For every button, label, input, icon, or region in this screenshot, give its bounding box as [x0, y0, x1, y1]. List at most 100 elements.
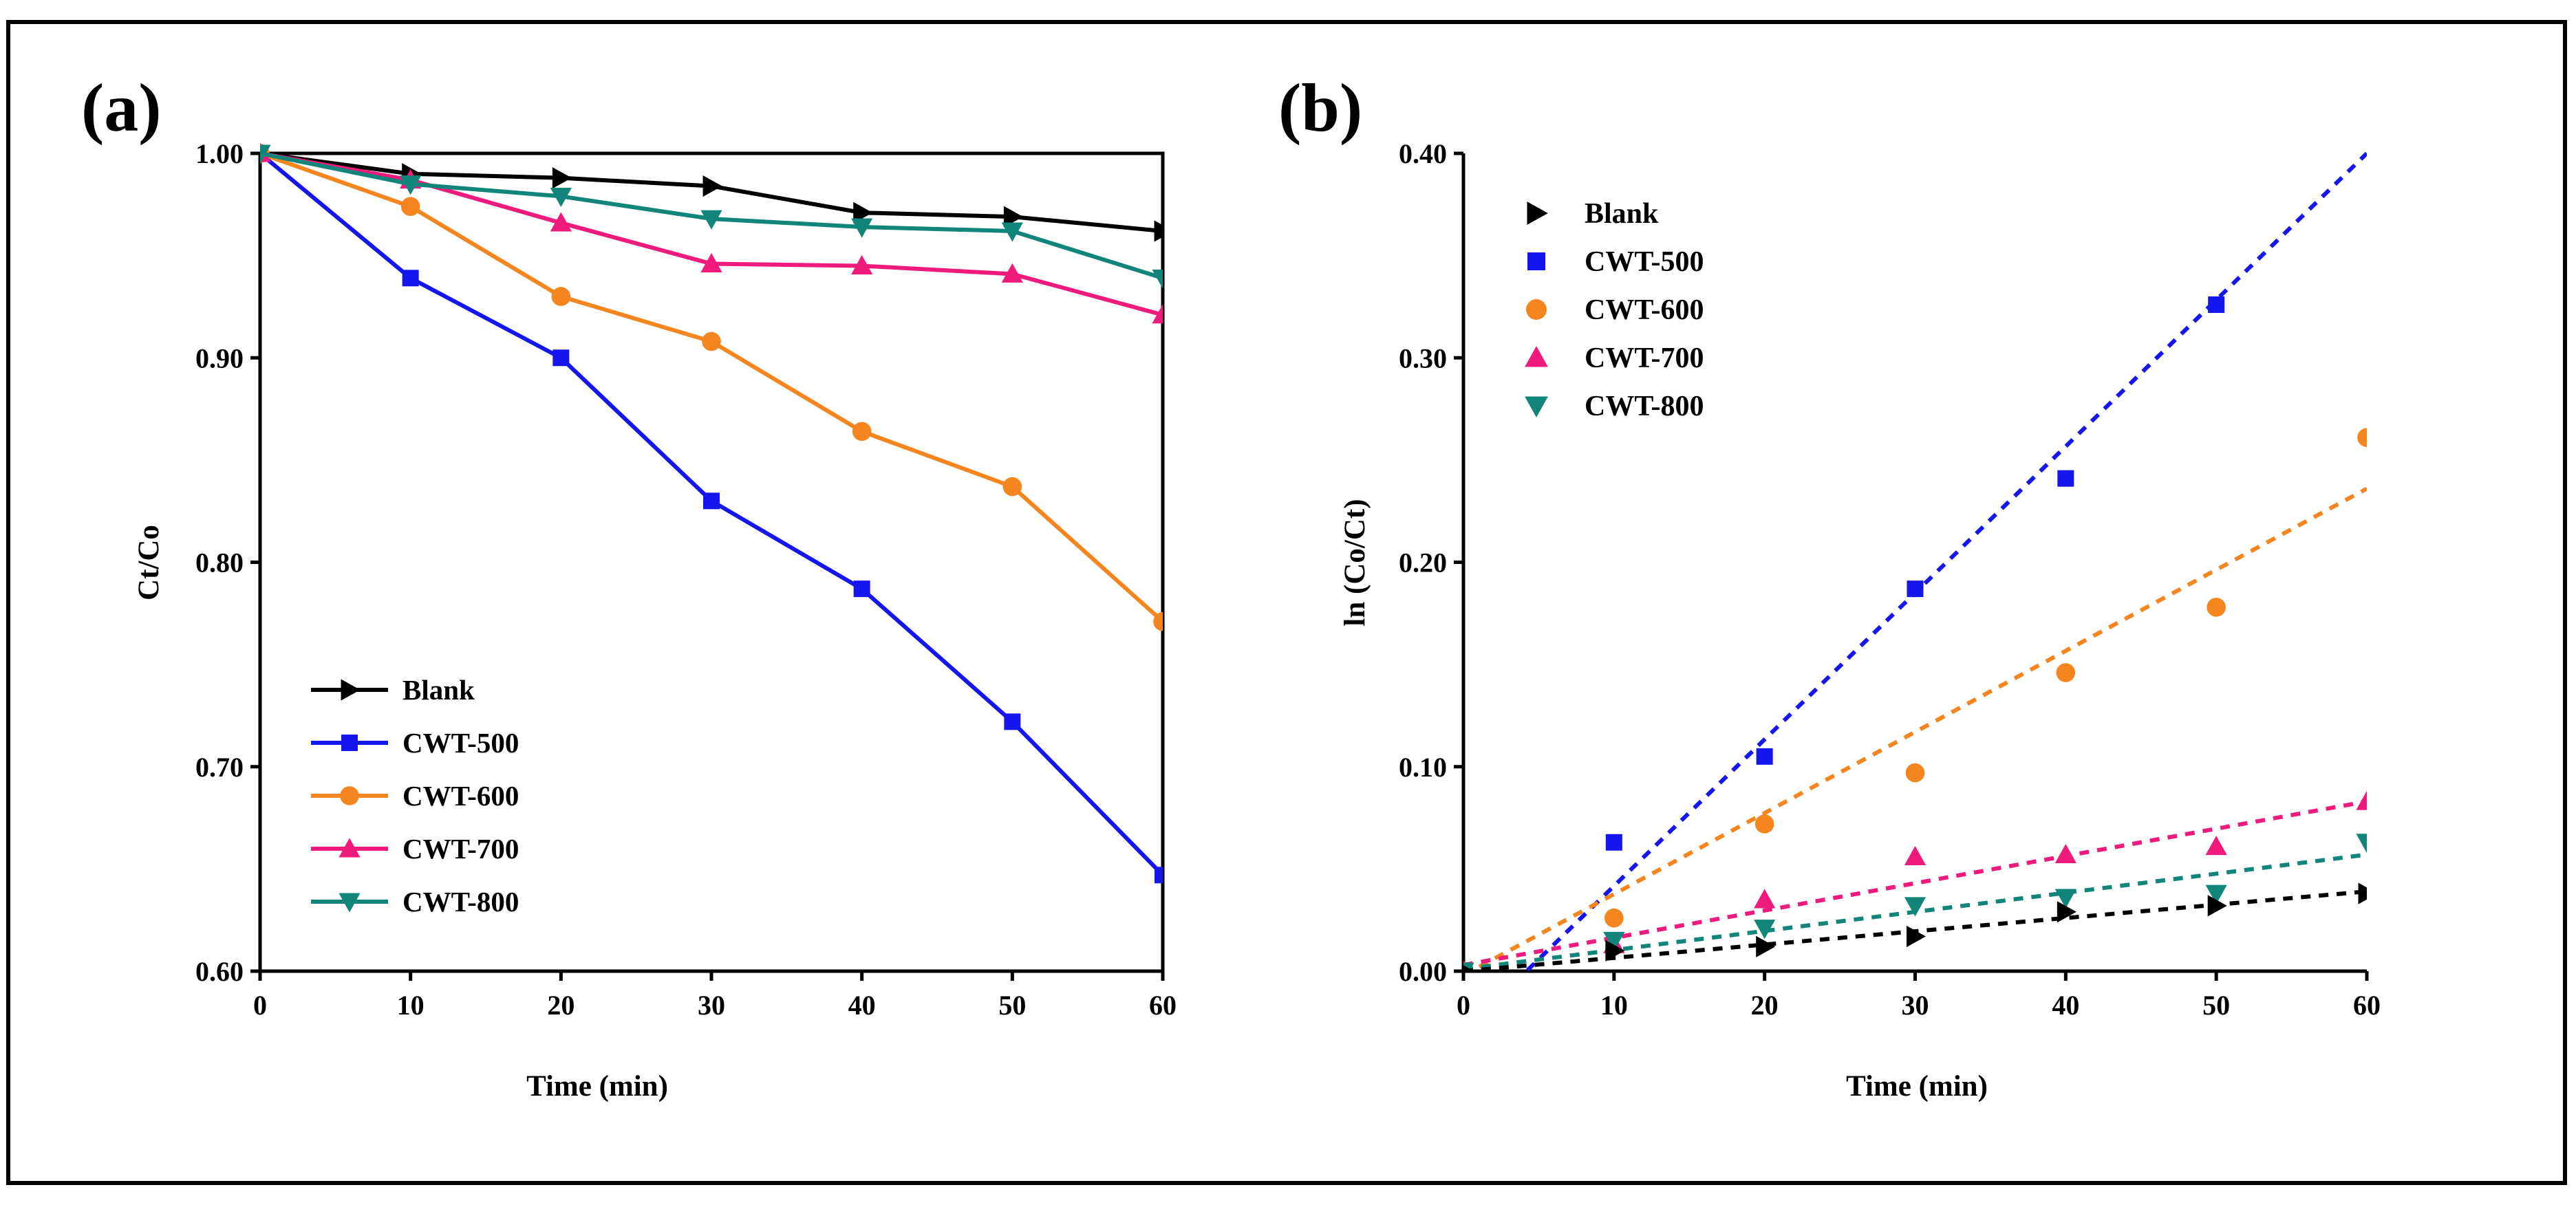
- panel-b-point-cwt-800: [1754, 920, 1776, 940]
- panel-a-legend-label-cwt-600: CWT-600: [402, 780, 519, 812]
- panel-b-point-cwt-700: [2205, 836, 2227, 856]
- panel-a-point-cwt-500: [402, 270, 419, 287]
- panel-a-point-blank: [1154, 220, 1163, 242]
- panel-b-point-cwt-700: [2356, 790, 2367, 810]
- figure-frame: [6, 20, 2567, 1185]
- panel-a-y-tick-label: 0.70: [195, 752, 244, 783]
- panel-b-point-cwt-800: [2205, 884, 2227, 904]
- panel-b-point-blank: [1756, 935, 1776, 957]
- panel-b-point-blank: [1605, 940, 1625, 962]
- panel-a-point-cwt-600: [400, 197, 420, 217]
- panel-a-point-cwt-700: [700, 252, 722, 272]
- panel-b-point-blank: [1463, 965, 1474, 971]
- panel-b-point-cwt-800: [2054, 889, 2076, 909]
- panel-a-point-cwt-700: [1152, 304, 1163, 324]
- panel-b-point-cwt-500: [1907, 580, 1924, 598]
- panel-a-y-axis-title: Ct/Co: [133, 525, 165, 600]
- panel-a-legend-marker-cwt-600: [340, 786, 359, 805]
- panel-a-point-cwt-600: [1002, 477, 1022, 497]
- panel-b-label: (b): [1278, 69, 1362, 146]
- panel-b-y-tick-label: 0.40: [1399, 138, 1447, 169]
- panel-b-y-tick-label: 0.20: [1399, 547, 1447, 578]
- panel-b-point-cwt-700: [1904, 845, 1926, 866]
- panel-a-y-tick-label: 0.80: [195, 547, 244, 578]
- panel-b-point-cwt-500: [1605, 834, 1622, 851]
- panel-b-series-blank: [1463, 882, 2367, 971]
- panel-b-point-cwt-700: [2054, 843, 2076, 864]
- panel-b-legend-marker-blank: [1527, 202, 1548, 225]
- panel-a-point-cwt-500: [1155, 867, 1163, 884]
- panel-b-point-cwt-500: [1756, 748, 1773, 765]
- panel-a-legend: Blank CWT-500 CWT-600 CWT-700 CWT-800: [311, 674, 519, 918]
- panel-a-point-cwt-800: [550, 187, 572, 208]
- panel-b-x-tick-label: 0: [1457, 990, 1470, 1021]
- panel-a-legend-label-cwt-700: CWT-700: [402, 833, 519, 865]
- panel-a-y-tick-label: 1.00: [195, 138, 244, 169]
- panel-b-legend-marker-cwt-700: [1525, 346, 1548, 367]
- panel-b-point-cwt-600: [1905, 763, 1925, 783]
- panel-b-point-cwt-800: [1603, 931, 1625, 952]
- panel-b-x-tick-label: 10: [1600, 990, 1628, 1021]
- panel-b-legend-marker-cwt-800: [1525, 396, 1548, 417]
- panel-a-legend-label-cwt-500: CWT-500: [402, 727, 519, 759]
- panel-b-legend-label-blank: Blank: [1585, 198, 1659, 230]
- panel-a-point-cwt-800: [1001, 222, 1023, 242]
- panel-b-point-blank: [2358, 882, 2367, 904]
- panel-a-point-cwt-500: [703, 492, 720, 510]
- panel-a-point-blank: [552, 167, 572, 189]
- panel-b-point-cwt-600: [2357, 428, 2367, 447]
- panel-b-y-tick-label: 0.30: [1399, 343, 1447, 373]
- panel-a-legend-marker-cwt-800: [339, 893, 361, 913]
- panel-b: (b) Time (min) ln (Co/Ct) 0 10 20 30 40 50 60 0…: [1278, 69, 2381, 1103]
- panel-a-point-cwt-700: [1001, 263, 1023, 283]
- panel-a-point-cwt-800: [851, 218, 873, 238]
- panel-b-point-cwt-700: [1754, 889, 1776, 909]
- panel-b-series-cwt-600: [1463, 428, 2367, 971]
- panel-a-point-cwt-800: [260, 144, 271, 164]
- panel-a-point-cwt-600: [1153, 611, 1163, 631]
- panel-b-point-cwt-600: [2056, 663, 2076, 682]
- panel-a-plot-frame: [258, 151, 1165, 973]
- panel-b-x-tick-label: 50: [2202, 990, 2230, 1021]
- panel-a-label: (a): [81, 69, 162, 146]
- panel-a-point-blank: [853, 202, 873, 224]
- panel-b-y-tick-label: 0.10: [1399, 752, 1447, 783]
- panel-b-point-blank: [2057, 901, 2076, 923]
- panel-b-point-cwt-600: [1604, 908, 1624, 928]
- panel-b-legend-label-cwt-500: CWT-500: [1585, 246, 1704, 278]
- panel-a-point-cwt-500: [552, 349, 570, 367]
- panel-b-point-cwt-600: [2207, 598, 2226, 617]
- panel-a-legend-marker-cwt-700: [339, 838, 361, 858]
- panel-a-point-cwt-600: [551, 287, 571, 306]
- panel-b-x-tick-label: 60: [2353, 990, 2381, 1021]
- panel-a-legend-label-cwt-800: CWT-800: [402, 886, 519, 918]
- panel-b-legend: Blank CWT-500 CWT-600 CWT-700 CWT-800: [1525, 198, 1704, 422]
- panel-b-point-cwt-800: [1904, 897, 1926, 917]
- panel-a-x-tick-label: 40: [848, 990, 876, 1021]
- panel-a-point-blank: [702, 175, 722, 197]
- panel-a-legend-label-blank: Blank: [402, 674, 475, 706]
- panel-b-point-blank: [2207, 895, 2227, 917]
- panel-b-legend-label-cwt-800: CWT-800: [1585, 391, 1704, 422]
- panel-a-point-cwt-600: [852, 422, 872, 442]
- panel-a-legend-marker-blank: [341, 679, 361, 701]
- panel-b-legend-label-cwt-700: CWT-700: [1585, 343, 1704, 374]
- panel-b-point-blank: [1907, 925, 1926, 948]
- panel-a-point-cwt-800: [400, 175, 422, 195]
- panel-b-series-cwt-500: [1463, 151, 2367, 971]
- panel-a-x-tick-label: 60: [1149, 990, 1177, 1021]
- panel-a-point-cwt-500: [1004, 713, 1021, 730]
- panel-a-point-cwt-700: [851, 254, 873, 274]
- panel-a-point-cwt-500: [853, 580, 870, 598]
- panel-b-y-axis-title: ln (Co/Ct): [1339, 499, 1371, 626]
- panel-b-y-tick-label: 0.00: [1399, 956, 1447, 987]
- panel-b-legend-label-cwt-600: CWT-600: [1585, 294, 1704, 326]
- panel-a-point-cwt-700: [550, 212, 572, 232]
- panel-a-x-tick-label: 20: [547, 990, 575, 1021]
- panel-b-point-cwt-800: [2356, 834, 2367, 854]
- panel-a-point-cwt-800: [1152, 269, 1163, 289]
- panel-a-point-cwt-600: [702, 332, 721, 351]
- panel-a-y-tick-label: 0.60: [195, 956, 244, 987]
- panel-b-point-cwt-500: [2057, 470, 2074, 487]
